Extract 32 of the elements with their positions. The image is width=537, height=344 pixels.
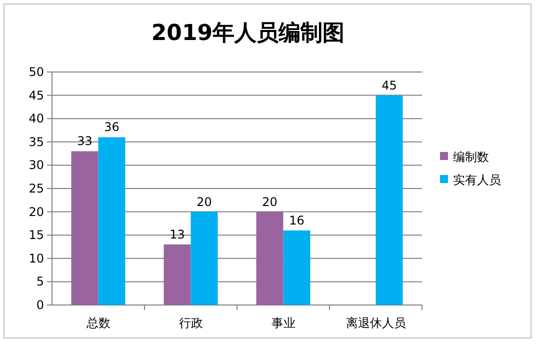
data-label: 45 [382, 78, 397, 92]
bar [98, 137, 126, 305]
data-label: 20 [262, 194, 278, 209]
y-tick-label: 35 [28, 134, 44, 149]
data-label: 36 [104, 120, 120, 134]
x-tick-label: 事业 [271, 316, 296, 330]
data-label: 20 [196, 194, 212, 209]
data-label: 16 [289, 213, 304, 228]
y-tick-label: 25 [28, 182, 44, 196]
legend-label: 编制数 [453, 150, 489, 164]
bar [164, 244, 191, 305]
data-label: 33 [77, 134, 92, 148]
y-tick-label: 10 [28, 251, 44, 266]
legend-label: 实有人员 [453, 173, 501, 187]
y-tick-label: 0 [36, 298, 44, 312]
x-tick-label: 离退休人员 [346, 316, 406, 330]
bar [376, 95, 403, 305]
y-tick-label: 45 [28, 88, 44, 102]
y-tick-label: 40 [28, 112, 44, 126]
y-tick-label: 20 [28, 204, 44, 219]
y-tick-label: 15 [28, 228, 44, 242]
bar [283, 230, 310, 305]
y-tick-label: 5 [36, 274, 44, 289]
bar [190, 212, 218, 305]
x-tick-label: 总数 [85, 316, 110, 330]
bar [71, 151, 98, 305]
chart-title: 2019年人员编制图 [151, 21, 345, 46]
y-tick-label: 50 [28, 65, 44, 79]
y-tick-label: 30 [28, 158, 44, 172]
data-label: 13 [170, 227, 185, 242]
x-tick-label: 行政 [178, 316, 203, 330]
bar [256, 212, 284, 305]
